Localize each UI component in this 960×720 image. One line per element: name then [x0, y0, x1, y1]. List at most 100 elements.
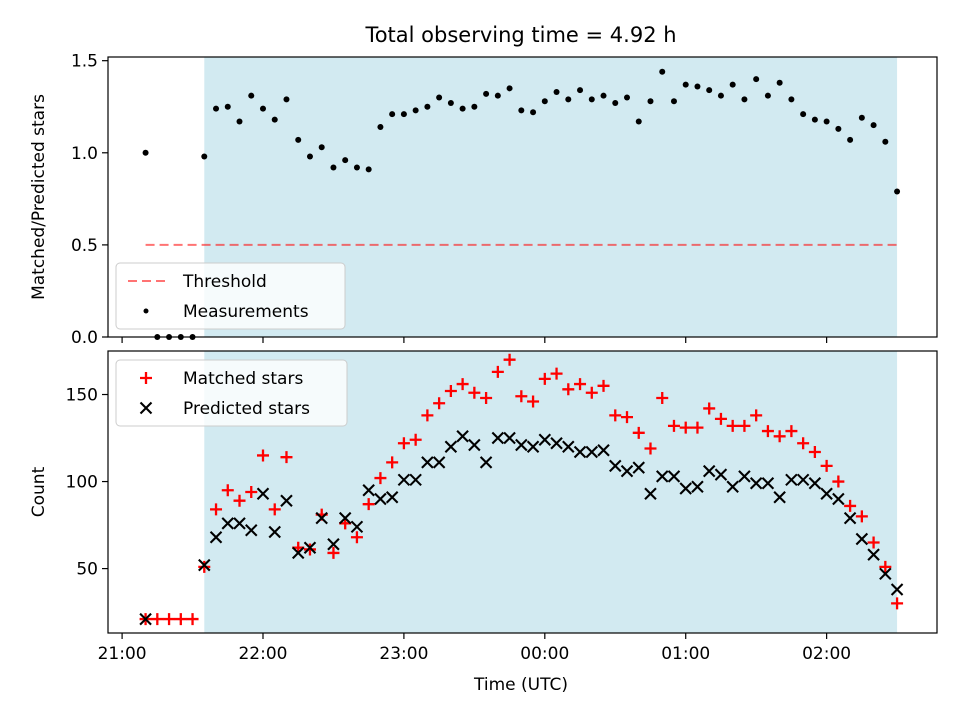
chart-title: Total observing time = 4.92 h	[364, 23, 676, 47]
data-point	[409, 473, 422, 487]
data-point	[377, 124, 384, 130]
data-point	[714, 412, 727, 425]
data-point	[879, 560, 892, 573]
data-point	[773, 430, 786, 443]
data-point	[635, 118, 642, 125]
data-point	[350, 531, 363, 544]
data-point	[421, 409, 434, 422]
data-point	[174, 613, 187, 626]
data-point	[385, 490, 399, 504]
data-point	[268, 503, 281, 516]
data-point	[609, 409, 622, 422]
data-point	[624, 94, 631, 101]
data-point	[503, 431, 516, 445]
data-point	[749, 477, 763, 490]
data-point	[515, 438, 528, 452]
data-point	[327, 546, 340, 559]
x-tick-label: 00:00	[520, 644, 569, 664]
axes-frame	[107, 56, 938, 338]
data-point	[421, 456, 434, 469]
data-point	[424, 103, 431, 110]
data-point	[800, 111, 807, 118]
data-point	[894, 188, 901, 195]
data-point	[506, 85, 513, 92]
data-point	[702, 464, 716, 478]
data-point	[280, 494, 293, 507]
legend-label: Measurements	[183, 302, 309, 322]
data-point	[459, 105, 466, 112]
data-point	[565, 96, 572, 103]
data-point	[550, 367, 563, 380]
data-point	[773, 490, 786, 504]
data-point	[233, 494, 246, 507]
data-point	[303, 541, 317, 554]
data-point	[468, 438, 481, 452]
data-point	[574, 378, 587, 391]
data-point	[295, 136, 302, 143]
data-point	[820, 487, 833, 500]
data-point	[788, 96, 795, 103]
data-point	[741, 96, 748, 103]
data-point	[753, 76, 760, 83]
data-point	[764, 92, 771, 99]
data-point	[597, 379, 610, 392]
data-point	[327, 537, 340, 551]
data-point	[726, 480, 739, 494]
data-point	[808, 445, 821, 458]
x-tick-label: 01:00	[661, 644, 710, 664]
y-tick-label: 0.5	[71, 236, 98, 256]
legend-swatch	[143, 308, 149, 314]
y-tick-label: 1.0	[71, 144, 98, 164]
data-point	[201, 153, 208, 160]
data-point	[738, 419, 751, 432]
data-point	[283, 96, 290, 103]
data-point	[867, 536, 880, 549]
data-point	[444, 385, 457, 398]
data-point	[811, 116, 818, 123]
data-point	[433, 397, 446, 410]
data-point	[785, 425, 798, 438]
data-point	[541, 98, 548, 105]
data-point	[538, 372, 551, 385]
data-point	[456, 430, 469, 443]
data-point	[679, 421, 692, 434]
data-point	[855, 510, 868, 523]
series-measurements	[142, 68, 901, 340]
data-point	[785, 473, 798, 487]
y-tick-label: 100	[66, 473, 98, 493]
series-predicted-stars	[139, 430, 904, 626]
data-point	[374, 472, 387, 485]
data-point	[682, 81, 689, 88]
data-point	[515, 390, 528, 403]
data-point	[353, 164, 360, 171]
data-point	[847, 136, 854, 143]
data-point	[691, 421, 704, 434]
data-point	[656, 392, 669, 404]
data-point	[577, 87, 584, 94]
data-point	[245, 486, 258, 498]
data-point	[526, 440, 540, 453]
data-point	[750, 409, 763, 422]
data-point	[397, 473, 411, 487]
legend-swatch	[140, 372, 152, 384]
data-point	[823, 118, 830, 125]
data-point	[386, 456, 399, 469]
data-point	[186, 613, 199, 626]
data-point	[365, 166, 372, 173]
data-point	[436, 94, 443, 101]
x-tick-label: 23:00	[379, 644, 428, 664]
data-point	[362, 498, 375, 511]
data-point	[163, 613, 176, 626]
legend: Matched stars Predicted stars	[115, 359, 348, 427]
data-point	[835, 125, 842, 132]
data-point	[585, 445, 599, 459]
x-axis-label: Time (UTC)	[473, 675, 568, 695]
data-point	[530, 109, 537, 116]
data-point	[271, 116, 278, 123]
data-point	[350, 520, 364, 534]
data-point	[879, 567, 892, 581]
data-point	[882, 138, 889, 145]
data-point	[374, 492, 387, 506]
data-point	[248, 92, 255, 99]
